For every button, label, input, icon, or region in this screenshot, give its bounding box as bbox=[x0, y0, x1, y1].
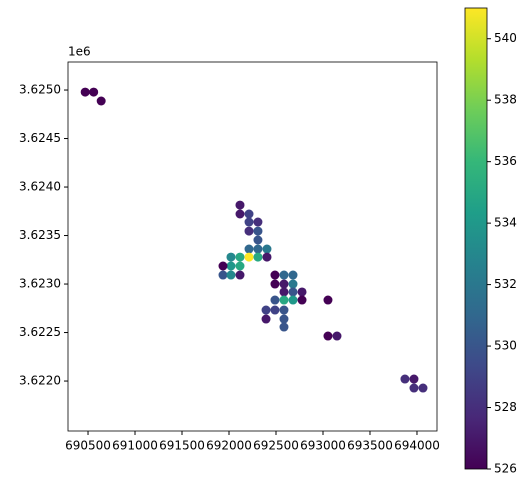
colorbar-tick-label: 532 bbox=[494, 277, 517, 291]
point bbox=[226, 261, 236, 271]
point bbox=[279, 287, 289, 297]
y-tick-label: 3.6245 bbox=[19, 131, 61, 145]
point bbox=[244, 226, 254, 236]
point bbox=[270, 279, 280, 289]
point bbox=[89, 87, 99, 97]
y-tick-label: 3.6240 bbox=[19, 180, 61, 194]
point bbox=[279, 295, 289, 305]
colorbar-tick-label: 530 bbox=[494, 339, 517, 353]
x-tick-label: 694000 bbox=[394, 439, 440, 453]
point bbox=[253, 235, 263, 245]
point bbox=[226, 270, 236, 280]
x-tick-label: 693500 bbox=[347, 439, 393, 453]
x-tick-label: 693000 bbox=[300, 439, 346, 453]
x-tick-label: 692500 bbox=[253, 439, 299, 453]
y-offset-label: 1e6 bbox=[68, 45, 91, 59]
plot-frame bbox=[67, 61, 438, 432]
x-tick-label: 691000 bbox=[112, 439, 158, 453]
colorbar-tick-label: 536 bbox=[494, 154, 517, 168]
point bbox=[288, 279, 298, 289]
point bbox=[218, 261, 228, 271]
colorbar-tick-label: 526 bbox=[494, 462, 517, 476]
point bbox=[253, 252, 263, 262]
point bbox=[279, 270, 289, 280]
point bbox=[218, 270, 228, 280]
point bbox=[253, 244, 263, 254]
point bbox=[332, 331, 342, 341]
y-tick-label: 3.6250 bbox=[19, 83, 61, 97]
point bbox=[288, 287, 298, 297]
point bbox=[235, 252, 245, 262]
x-tick-label: 691500 bbox=[159, 439, 205, 453]
point bbox=[261, 314, 271, 324]
point bbox=[297, 287, 307, 297]
colorbar bbox=[464, 7, 488, 470]
point bbox=[244, 209, 254, 219]
point bbox=[279, 305, 289, 315]
point bbox=[409, 374, 419, 384]
colorbar-tick-label: 534 bbox=[494, 216, 517, 230]
y-tick-label: 3.6220 bbox=[19, 374, 61, 388]
y-tick-label: 3.6230 bbox=[19, 277, 61, 291]
point bbox=[253, 217, 263, 227]
point bbox=[323, 331, 333, 341]
point bbox=[279, 279, 289, 289]
x-tick-label: 692000 bbox=[206, 439, 252, 453]
point bbox=[279, 314, 289, 324]
point bbox=[288, 295, 298, 305]
point bbox=[96, 96, 106, 106]
y-tick-label: 3.6235 bbox=[19, 228, 61, 242]
point bbox=[261, 305, 271, 315]
point bbox=[235, 200, 245, 210]
point bbox=[262, 244, 272, 254]
point bbox=[409, 383, 419, 393]
point bbox=[235, 270, 245, 280]
point bbox=[253, 226, 263, 236]
point bbox=[244, 244, 254, 254]
colorbar-tick-label: 540 bbox=[494, 31, 517, 45]
point bbox=[226, 252, 236, 262]
point bbox=[323, 295, 333, 305]
point bbox=[244, 217, 254, 227]
point bbox=[262, 252, 272, 262]
point bbox=[270, 305, 280, 315]
point bbox=[297, 295, 307, 305]
point bbox=[270, 270, 280, 280]
x-tick-label: 690500 bbox=[65, 439, 111, 453]
point bbox=[235, 209, 245, 219]
point bbox=[418, 383, 428, 393]
point bbox=[279, 322, 289, 332]
point bbox=[270, 295, 280, 305]
colorbar-tick-label: 528 bbox=[494, 400, 517, 414]
point bbox=[235, 261, 245, 271]
y-tick-label: 3.6225 bbox=[19, 325, 61, 339]
point bbox=[400, 374, 410, 384]
colorbar-tick-label: 538 bbox=[494, 93, 517, 107]
point bbox=[288, 270, 298, 280]
point bbox=[244, 252, 254, 262]
point bbox=[80, 87, 90, 97]
